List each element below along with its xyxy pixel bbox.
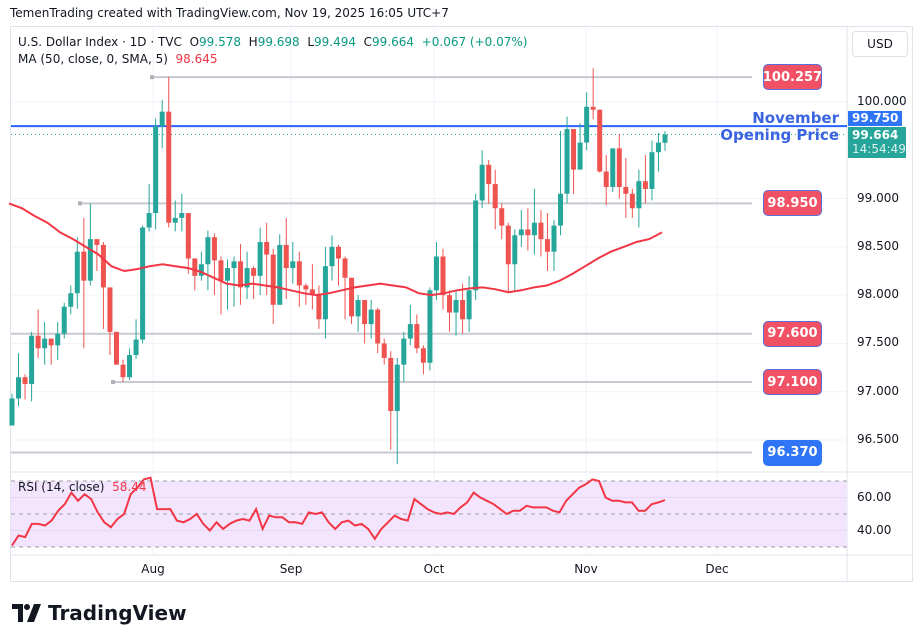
rsi-label[interactable]: RSI (14, close) bbox=[18, 480, 105, 494]
time-axis-nov: Nov bbox=[574, 562, 598, 576]
high-value: 99.698 bbox=[257, 35, 300, 49]
price-axis-label: 96.500 bbox=[857, 431, 899, 446]
annotation-line2: Opening Price bbox=[720, 126, 839, 144]
level-tag[interactable]: 100.257 bbox=[763, 64, 822, 91]
low-value: 99.494 bbox=[314, 35, 357, 49]
rsi-legend: RSI (14, close) 58.44 bbox=[18, 480, 146, 494]
price-axis-label: 98.500 bbox=[857, 238, 899, 253]
chart-credit: TemenTrading created with TradingView.co… bbox=[10, 6, 449, 20]
symbol-legend: U.S. Dollar Index · 1D · TVC O99.578 H99… bbox=[18, 34, 527, 68]
price-axis-label: 97.500 bbox=[857, 335, 899, 350]
rsi-axis-60: 60.00 bbox=[857, 490, 892, 504]
time-axis-aug: Aug bbox=[141, 562, 165, 576]
price-axis-label: 99.000 bbox=[857, 190, 899, 205]
time-axis-dec: Dec bbox=[705, 562, 729, 576]
level-tag[interactable]: 97.100 bbox=[763, 369, 822, 396]
change-value: +0.067 (+0.07%) bbox=[421, 35, 528, 49]
chart-frame bbox=[10, 26, 913, 582]
currency-button[interactable]: USD bbox=[852, 31, 908, 57]
rsi-value: 58.44 bbox=[112, 480, 147, 494]
rsi-axis-40: 40.00 bbox=[857, 523, 892, 537]
tradingview-wordmark: TradingView bbox=[48, 601, 187, 625]
price-axis-label: 100.000 bbox=[857, 94, 907, 108]
level-tag[interactable]: 97.600 bbox=[763, 320, 822, 347]
ma-label[interactable]: MA (50, close, 0, SMA, 5) bbox=[18, 52, 168, 66]
annotation-line1: November bbox=[752, 109, 839, 127]
level-tag[interactable]: 98.950 bbox=[763, 190, 822, 217]
symbol-title[interactable]: U.S. Dollar Index · 1D · TVC bbox=[18, 35, 182, 49]
november-open-price-marker: 99.750 bbox=[848, 111, 903, 126]
close-value: 99.664 bbox=[372, 35, 415, 49]
level-tag[interactable]: 96.370 bbox=[763, 439, 822, 466]
time-axis-sep: Sep bbox=[279, 562, 303, 576]
bar-countdown: 14:54:49 bbox=[852, 142, 906, 156]
ohlc-line: U.S. Dollar Index · 1D · TVC O99.578 H99… bbox=[18, 35, 528, 49]
ma-value: 98.645 bbox=[175, 52, 218, 66]
price-axis-label: 97.000 bbox=[857, 383, 899, 398]
tradingview-logo-icon bbox=[12, 604, 41, 622]
open-value: 99.578 bbox=[199, 35, 242, 49]
time-axis-oct: Oct bbox=[423, 562, 445, 576]
last-price-marker: 99.664 14:54:49 bbox=[848, 127, 906, 158]
ma-line: MA (50, close, 0, SMA, 5) 98.645 bbox=[18, 51, 527, 68]
price-axis-label: 98.000 bbox=[857, 287, 899, 302]
tradingview-logo[interactable]: TradingView bbox=[12, 601, 187, 625]
